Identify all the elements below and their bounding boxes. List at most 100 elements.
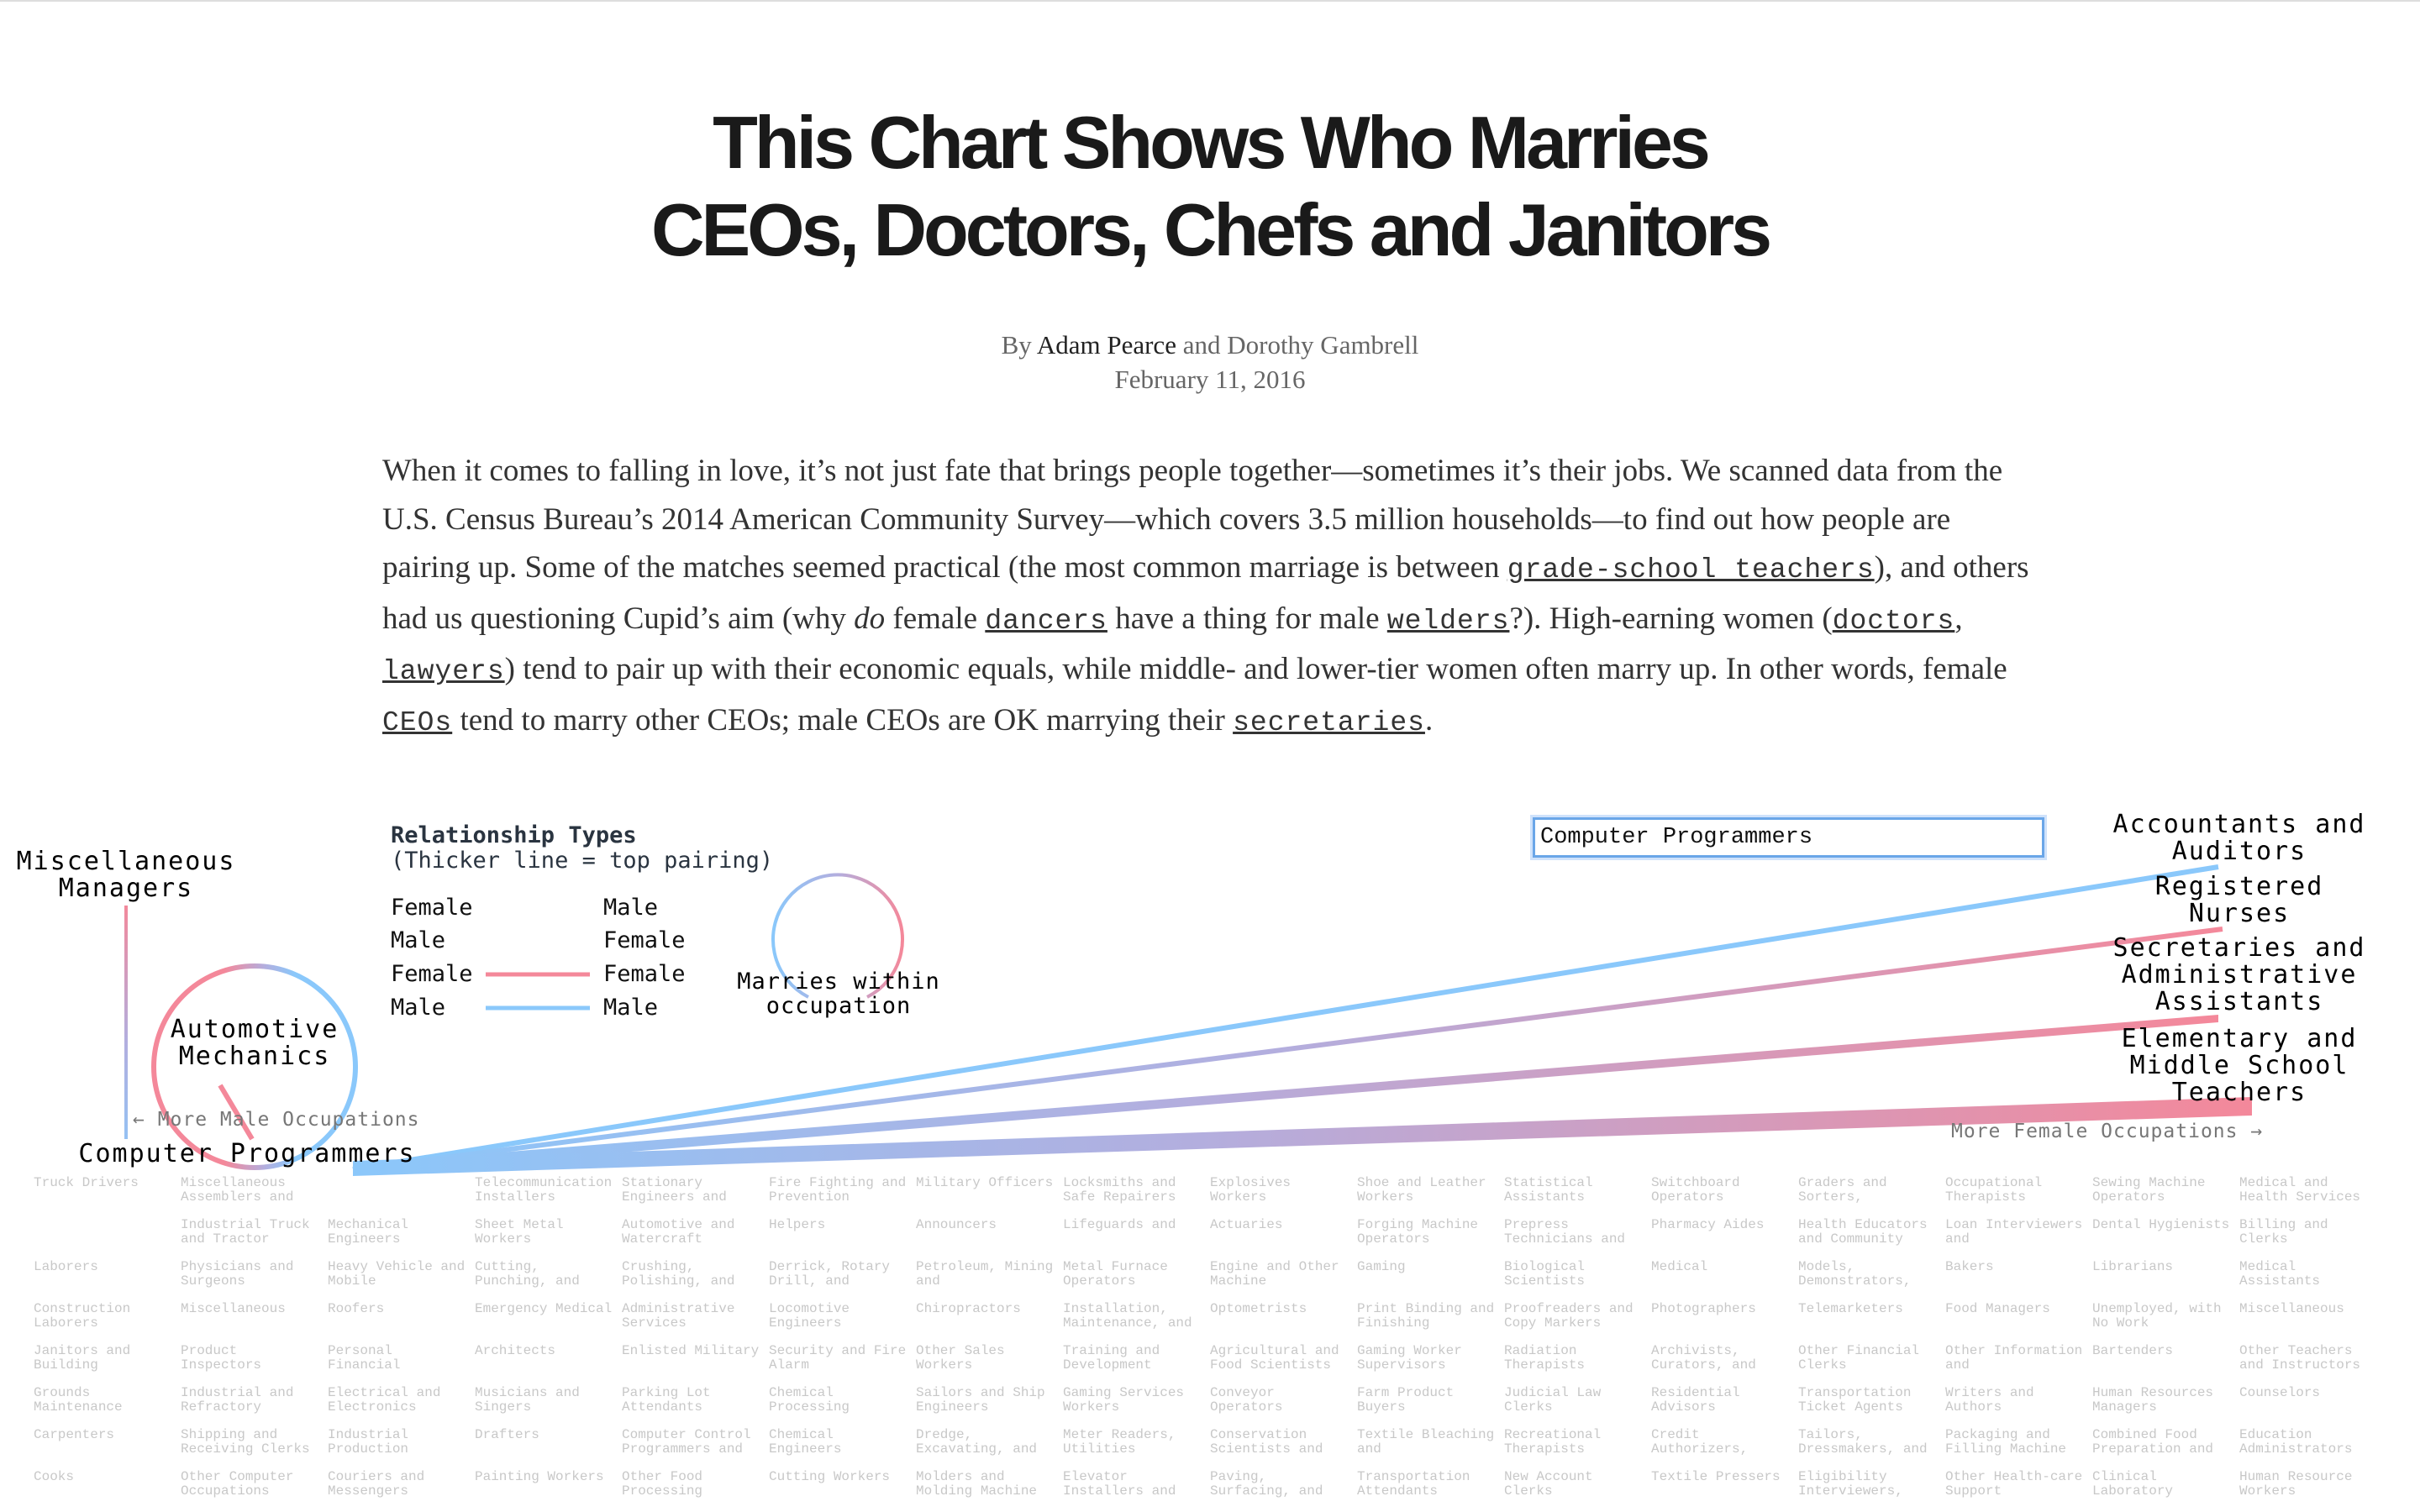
author-link[interactable]: Adam Pearce <box>1036 330 1176 360</box>
occupation-cell[interactable]: Dredge, Excavating, and <box>916 1427 1038 1457</box>
occupation-cell[interactable]: Human Resources Managers <box>2092 1385 2214 1415</box>
label-computer-programmers[interactable]: Computer Programmers <box>78 1139 416 1168</box>
occupation-cell[interactable]: Petroleum, Mining and <box>916 1259 1054 1289</box>
occupation-cell[interactable]: Fire Fighting and Prevention <box>769 1175 907 1205</box>
occupation-cell[interactable]: Biological Scientists <box>1504 1259 1586 1289</box>
occupation-cell[interactable]: Residential Advisors <box>1651 1385 1740 1415</box>
occupation-cell[interactable]: Tailors, Dressmakers, and <box>1798 1427 1928 1457</box>
occupation-cell[interactable]: Molders and Molding Machine <box>916 1469 1038 1499</box>
occupation-cell[interactable]: Miscellaneous Assemblers and <box>181 1175 294 1205</box>
more-female-occupations-link[interactable]: More Female Occupations → <box>1951 1121 2264 1142</box>
occupation-cell[interactable]: Credit Authorizers, <box>1651 1427 1749 1457</box>
occupation-cell[interactable]: Truck Drivers <box>34 1175 139 1190</box>
occupation-cell[interactable]: Training and Development <box>1063 1343 1160 1373</box>
occupation-cell[interactable]: Transportation Ticket Agents <box>1798 1385 1912 1415</box>
intro-link[interactable]: grade-school teachers <box>1507 554 1875 585</box>
occupation-cell[interactable]: Explosives Workers <box>1210 1175 1292 1205</box>
occupation-cell[interactable]: Paving, Surfacing, and <box>1210 1469 1323 1499</box>
occupation-cell[interactable]: Proofreaders and Copy Markers <box>1504 1301 1634 1331</box>
occupation-cell[interactable]: Derrick, Rotary Drill, and <box>769 1259 891 1289</box>
occupation-cell[interactable]: Locomotive Engineers <box>769 1301 850 1331</box>
occupation-cell[interactable]: Other Financial Clerks <box>1798 1343 1920 1373</box>
occupation-cell[interactable]: Automotive and Watercraft <box>622 1217 735 1247</box>
occupation-cell[interactable]: Military Officers <box>916 1175 1054 1190</box>
label-registered-nurses[interactable]: Registered Nurses <box>2154 872 2324 928</box>
occupation-cell[interactable]: Telemarketers <box>1798 1301 1903 1316</box>
occupation-cell[interactable]: Construction Laborers <box>34 1301 131 1331</box>
occupation-cell[interactable]: Sheet Metal Workers <box>475 1217 564 1247</box>
occupation-cell[interactable]: Chemical Processing <box>769 1385 850 1415</box>
occupation-cell[interactable]: Other Computer Occupations <box>181 1469 294 1499</box>
occupation-cell[interactable]: Cooks <box>34 1469 75 1484</box>
occupation-cell[interactable]: Metal Furnace Operators <box>1063 1259 1168 1289</box>
occupation-cell[interactable]: Miscellaneous <box>181 1301 286 1316</box>
occupation-cell[interactable]: Product Inspectors <box>181 1343 262 1373</box>
occupation-cell[interactable]: Couriers and Messengers <box>328 1469 425 1499</box>
occupation-cell[interactable]: Judicial Law Clerks <box>1504 1385 1602 1415</box>
occupation-cell[interactable]: Chemical Engineers <box>769 1427 842 1457</box>
occupation-cell[interactable]: Other Teachers and Instructors <box>2239 1343 2361 1373</box>
occupation-cell[interactable]: Writers and Authors <box>1945 1385 2034 1415</box>
occupation-cell[interactable]: Switchboard Operators <box>1651 1175 1740 1205</box>
occupation-cell[interactable]: Installation, Maintenance, and <box>1063 1301 1192 1331</box>
occupation-cell[interactable]: Shipping and Receiving Clerks <box>181 1427 310 1457</box>
occupation-cell[interactable]: Other Food Processing <box>622 1469 703 1499</box>
occupation-cell[interactable]: Gaming Services Workers <box>1063 1385 1185 1415</box>
occupation-cell[interactable]: Enlisted Military <box>622 1343 760 1358</box>
occupation-cell[interactable]: Announcers <box>916 1217 997 1232</box>
occupation-cell[interactable]: Sewing Machine Operators <box>2092 1175 2206 1205</box>
occupation-cell[interactable]: Meter Readers, Utilities <box>1063 1427 1176 1457</box>
occupation-cell[interactable]: Optometrists <box>1210 1301 1307 1316</box>
occupation-cell[interactable]: Dental Hygienists <box>2092 1217 2230 1232</box>
occupation-cell[interactable]: Elevator Installers and <box>1063 1469 1176 1499</box>
occupation-cell[interactable]: Laborers <box>34 1259 98 1274</box>
occupation-cell[interactable]: Health Educators and Community <box>1798 1217 1928 1247</box>
occupation-cell[interactable]: Librarians <box>2092 1259 2174 1274</box>
occupation-cell[interactable]: Conveyor Operators <box>1210 1385 1283 1415</box>
occupation-cell[interactable]: Painting Workers <box>475 1469 604 1484</box>
occupation-cell[interactable]: Combined Food Preparation and <box>2092 1427 2214 1457</box>
occupation-cell[interactable]: Clinical Laboratory <box>2092 1469 2174 1499</box>
occupation-cell[interactable]: Textile Bleaching and <box>1357 1427 1495 1457</box>
occupation-cell[interactable]: Drafters <box>475 1427 539 1442</box>
intro-link[interactable]: dancers <box>985 605 1107 637</box>
occupation-cell[interactable]: Graders and Sorters, <box>1798 1175 1887 1205</box>
occupation-cell[interactable]: Print Binding and Finishing <box>1357 1301 1495 1331</box>
occupation-cell[interactable]: Janitors and Building <box>34 1343 131 1373</box>
occupation-cell[interactable]: Musicians and Singers <box>475 1385 580 1415</box>
occupation-cell[interactable]: Engine and Other Machine <box>1210 1259 1339 1289</box>
occupation-cell[interactable]: Bakers <box>1945 1259 1994 1274</box>
occupation-cell[interactable]: Sailors and Ship Engineers <box>916 1385 1045 1415</box>
occupation-cell[interactable]: Textile Pressers <box>1651 1469 1781 1484</box>
occupation-cell[interactable]: Education Administrators <box>2239 1427 2353 1457</box>
occupation-cell[interactable]: Bartenders <box>2092 1343 2174 1358</box>
occupation-cell[interactable]: Pharmacy Aides <box>1651 1217 1765 1232</box>
occupation-cell[interactable]: Chiropractors <box>916 1301 1021 1316</box>
occupation-cell[interactable]: Telecommunication Installers <box>475 1175 613 1205</box>
occupation-cell[interactable]: Medical and Health Services <box>2239 1175 2361 1205</box>
intro-link[interactable]: doctors <box>1832 605 1955 637</box>
occupation-cell[interactable]: Industrial Production <box>328 1427 409 1457</box>
occupation-cell[interactable]: Roofers <box>328 1301 385 1316</box>
occupation-cell[interactable]: Miscellaneous <box>2239 1301 2344 1316</box>
occupation-search-input[interactable] <box>1533 817 2044 858</box>
occupation-cell[interactable]: Transportation Attendants <box>1357 1469 1470 1499</box>
occupation-cell[interactable]: Shoe and Leather Workers <box>1357 1175 1486 1205</box>
occupation-cell[interactable]: Recreational Therapists <box>1504 1427 1602 1457</box>
occupation-cell[interactable]: New Account Clerks <box>1504 1469 1593 1499</box>
occupation-cell[interactable]: Medical Assistants <box>2239 1259 2321 1289</box>
occupation-cell[interactable]: Unemployed, with No Work <box>2092 1301 2222 1331</box>
occupation-cell[interactable]: Architects <box>475 1343 556 1358</box>
label-secretaries[interactable]: Secretaries and Administrative Assistant… <box>2112 933 2366 1016</box>
occupation-cell[interactable]: Medical <box>1651 1259 1708 1274</box>
occupation-cell[interactable]: Other Sales Workers <box>916 1343 1005 1373</box>
occupation-cell[interactable]: Stationary Engineers and <box>622 1175 727 1205</box>
intro-link[interactable]: secretaries <box>1233 706 1425 738</box>
occupation-cell[interactable]: Physicians and Surgeons <box>181 1259 294 1289</box>
occupation-cell[interactable]: Parking Lot Attendants <box>622 1385 711 1415</box>
occupation-cell[interactable]: Cutting, Punching, and <box>475 1259 580 1289</box>
occupation-cell[interactable]: Occupational Therapists <box>1945 1175 2043 1205</box>
label-miscellaneous-managers[interactable]: Miscellaneous Managers <box>16 847 236 903</box>
occupation-cell[interactable]: Emergency Medical <box>475 1301 613 1316</box>
occupation-cell[interactable]: Billing and Clerks <box>2239 1217 2328 1247</box>
